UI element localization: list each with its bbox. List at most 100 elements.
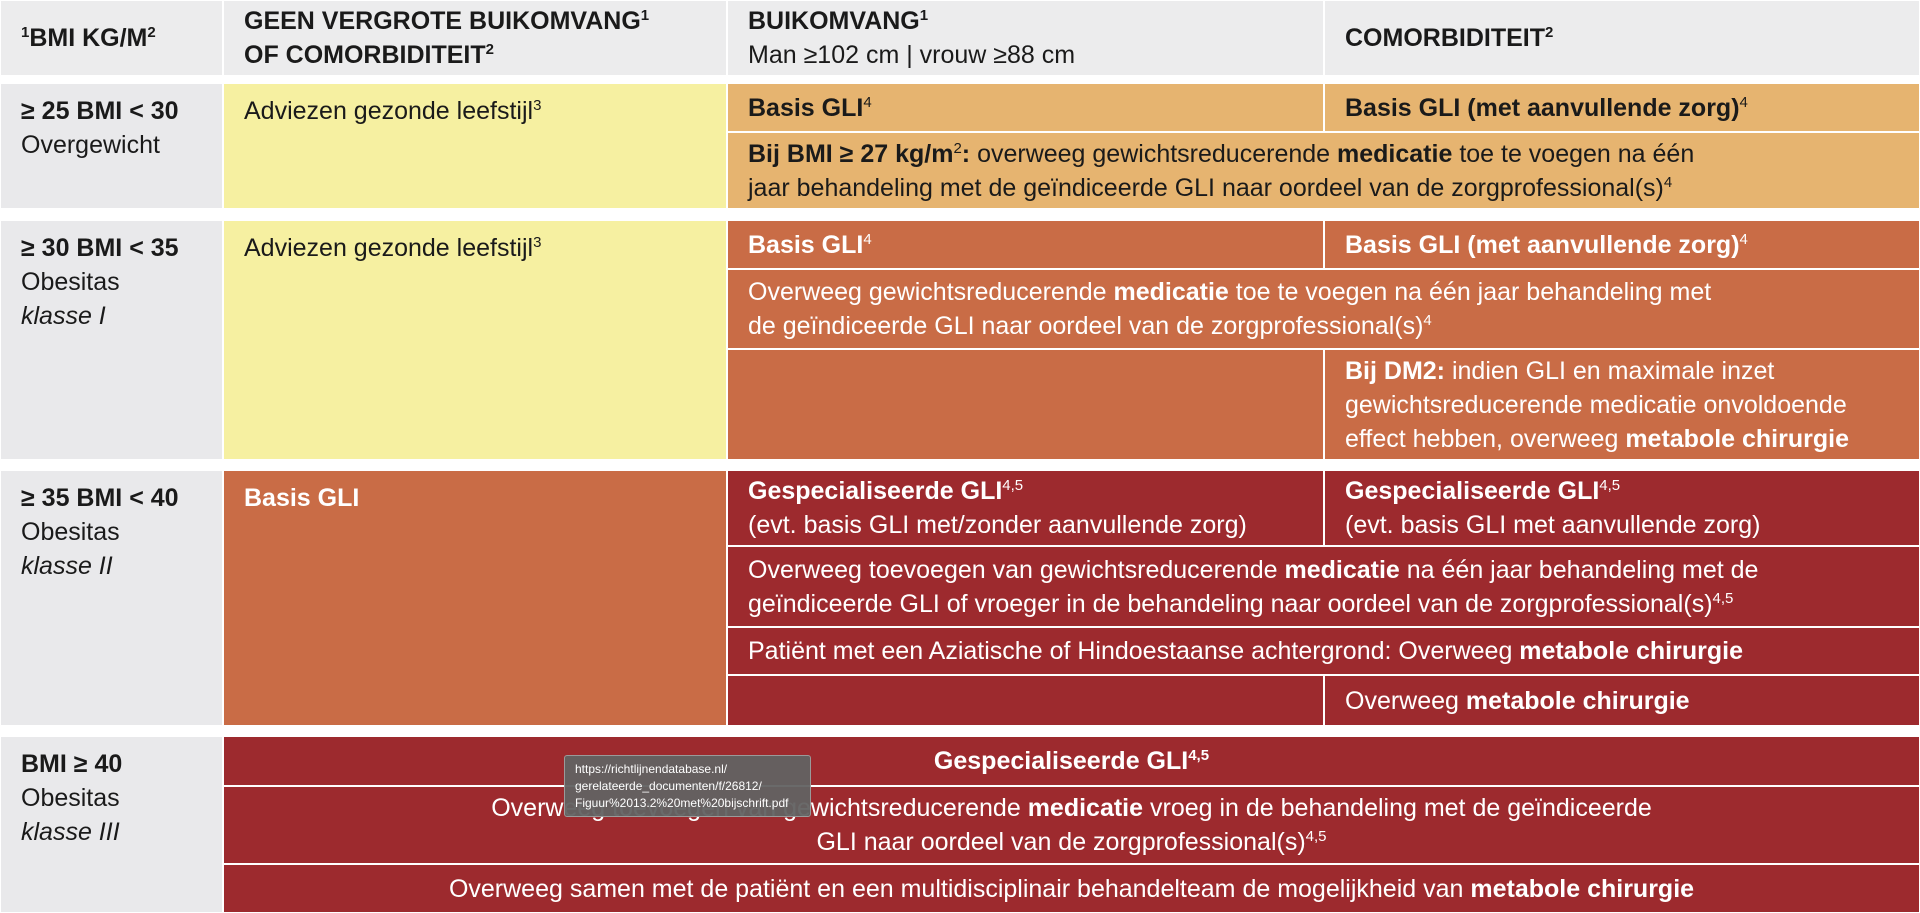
text: GLI naar oordeel van de zorgprofessional… [816,828,1306,856]
bold-text: metabole chirurgie [1625,424,1849,453]
text-block: Basis GLI [244,481,706,515]
superscript: 1 [21,24,30,41]
superscript: 2 [485,41,494,58]
superscript: 4 [863,93,872,111]
link-tooltip: https://richtlijnendatabase.nl/gerelatee… [564,755,811,817]
empty-cell [727,675,1324,726]
bold-text: ≥ 25 BMI < 30 [21,97,179,125]
text: Overweeg gewichtsreducerende [748,278,1107,306]
superscript: 4,5 [1188,747,1210,764]
text: Overweeg [1345,686,1459,715]
cell: Gespecialiseerde GLI4,5 [223,736,1920,786]
bold-text: metabole chirurgie [1470,874,1695,903]
bold-text: Basis GLI [748,93,864,122]
superscript: 4 [1423,312,1432,329]
text-block: Basis GLI4 [748,228,1303,262]
text: BUIKOMVANG [748,7,920,35]
text-block: Gespecialiseerde GLI4,5 (evt. basis GLI m… [748,474,1303,542]
bold-text: ≥ 35 BMI < 40 [21,484,179,512]
superscript: 4,5 [1712,589,1734,607]
text-block: Adviezen gezonde leefstijl3 [244,231,706,265]
text: Man ≥102 cm | vrouw ≥88 cm [748,41,1076,69]
superscript: 2 [953,139,962,157]
text-block: 1BMI KG/M2 [21,21,202,55]
text-block: Adviezen gezonde leefstijl3 [244,94,706,128]
text-block: COMORBIDITEIT2 [1345,21,1899,55]
cell: Overweeg gewichtsreducerende medicatie t… [727,269,1920,349]
text-block: Patiënt met een Aziatische of Hindoestaa… [748,634,1899,668]
text: OF COMORBIDITEIT [244,41,486,69]
bold-text: metabole chirurgie [1519,637,1743,665]
superscript: 4,5 [1002,477,1024,494]
text: COMORBIDITEIT [1345,24,1545,52]
superscript: 3 [533,234,542,251]
bold-text: Gespecialiseerde GLI [933,747,1189,775]
text: toe te voegen na één [1459,139,1695,168]
bmi-label: ≥ 35 BMI < 40 Obesitas klasse II [0,470,223,726]
text: effect hebben, overweeg [1345,424,1619,453]
cell: Adviezen gezonde leefstijl3 [223,83,727,209]
cell: Basis GLI (met aanvullende zorg)4 [1324,83,1920,132]
bold-text: Basis GLI (met aanvullende zorg) [1345,93,1740,122]
text-block: Overweeg gewichtsreducerende medicatie t… [748,275,1899,343]
superscript: 2 [147,24,156,41]
italic-text: klasse III [21,818,120,846]
bold-text: metabole chirurgie [1465,686,1690,715]
cell: Basis GLI4 [727,83,1324,132]
cell: Gespecialiseerde GLI4,5 (evt. basis GLI m… [727,470,1324,546]
text: overweeg gewichtsreducerende [977,139,1331,168]
text: BMI KG/M [29,24,148,52]
text-block: Basis GLI (met aanvullende zorg)4 [1345,228,1899,262]
header-cell: COMORBIDITEIT2 [1324,0,1920,76]
bold-text: medicatie [1027,794,1144,822]
text: Obesitas [21,268,120,296]
text: gewichtsreducerende medicatie onvoldoend… [1345,390,1847,419]
bold-text: : [961,139,971,168]
cell: Basis GLI4 [727,220,1324,269]
text-block: ≥ 30 BMI < 35 Obesitas klasse I [21,231,202,333]
bold-text: Bij BMI ≥ 27 kg/m [748,139,954,168]
superscript: 3 [533,97,542,114]
bmi-label: ≥ 25 BMI < 30 Overgewicht [0,83,223,209]
text: vroeg in de behandeling met de geïndicee… [1150,794,1652,822]
text: https://richtlijnendatabase.nl/ [575,762,728,776]
italic-text: klasse I [21,302,106,330]
bmi-label: BMI ≥ 40 Obesitas klasse III [0,736,223,913]
text-block: Basis GLI (met aanvullende zorg)4 [1345,91,1899,125]
superscript: 4 [1663,173,1673,191]
text-block: Overweeg toevoegen van gewichtsreduceren… [244,791,1899,859]
text-block: BMI ≥ 40 Obesitas klasse III [21,747,202,849]
text-block: GEEN VERGROTE BUIKOMVANG1 OF COMORBIDITEI… [244,4,706,72]
text: Adviezen gezonde leefstijl [244,97,534,125]
cell: Basis GLI [223,470,727,726]
text: geïndiceerde GLI of vroeger in de behand… [748,589,1713,618]
cell: Overweeg metabole chirurgie [1324,675,1920,726]
superscript: 2 [1545,24,1554,41]
text-block: Basis GLI4 [748,91,1303,125]
text: GEEN VERGROTE BUIKOMVANG [244,7,641,35]
cell: Overweeg toevoegen van gewichtsreduceren… [223,786,1920,864]
cell: Gespecialiseerde GLI4,5 (evt. basis GLI m… [1324,470,1920,546]
text-block: Overweeg samen met de patiënt en een mul… [244,872,1899,906]
text-block: Overweeg toevoegen van gewichtsreduceren… [748,553,1899,621]
italic-text: klasse II [21,552,113,580]
superscript: 4 [1739,230,1748,248]
bold-text: medicatie [1337,139,1453,168]
superscript: 4,5 [1305,828,1327,845]
text: na één jaar behandeling met de [1406,555,1759,584]
text-block: BUIKOMVANG1 Man ≥102 cm | vrouw ≥88 cm [748,4,1303,72]
text-block: Bij DM2: indien GLI en maximale inzet gew… [1345,354,1899,456]
text: Adviezen gezonde leefstijl [244,234,534,262]
header-cell: 1BMI KG/M2 [0,0,223,76]
cell: Adviezen gezonde leefstijl3 [223,220,727,460]
text: Obesitas [21,518,120,546]
text: Overweeg samen met de patiënt en een mul… [448,874,1464,903]
text-block: Gespecialiseerde GLI4,5 (evt. basis GLI m… [1345,474,1899,542]
cell: Overweeg samen met de patiënt en een mul… [223,864,1920,913]
text: (evt. basis GLI met/zonder aanvullende z… [748,511,1247,539]
bold-text: medicatie [1113,278,1229,306]
superscript: 4,5 [1599,477,1621,494]
superscript: 4 [1739,93,1748,111]
cell: Bij DM2: indien GLI en maximale inzet gew… [1324,349,1920,460]
